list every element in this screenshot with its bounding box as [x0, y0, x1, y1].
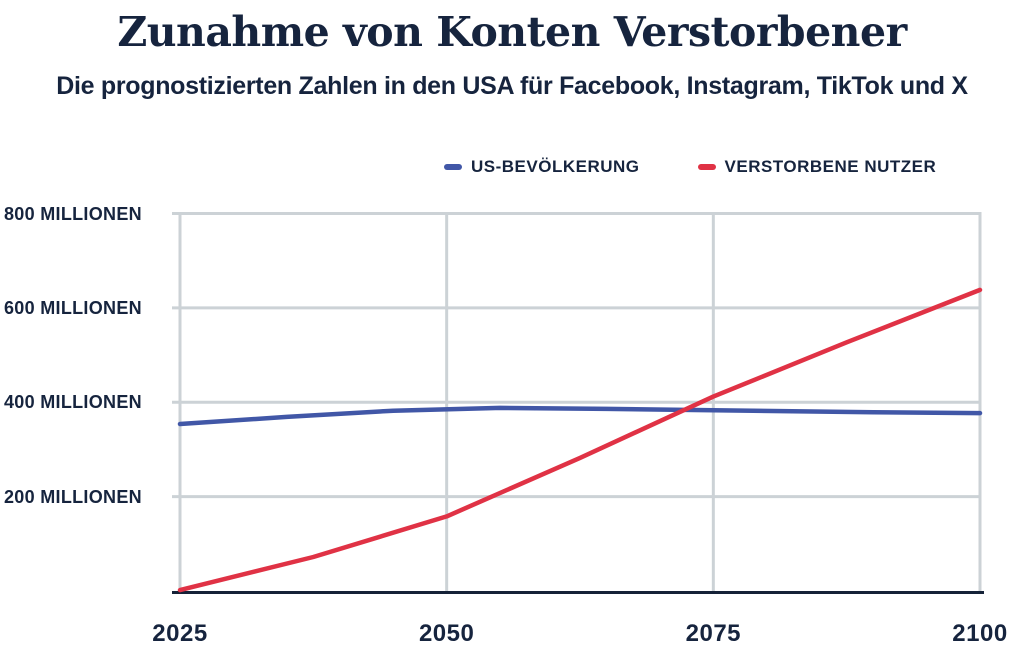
population-line-swatch-icon [444, 164, 462, 170]
y-tick-label: 600 MILLIONEN [4, 297, 142, 318]
y-tick-label: 200 MILLIONEN [4, 486, 142, 507]
legend-label-us-population: US-BEVÖLKERUNG [471, 157, 640, 176]
y-tick-label: 400 MILLIONEN [4, 392, 142, 413]
series-line-deceased-users [177, 287, 983, 593]
x-tick-label: 2100 [952, 620, 1008, 647]
series-line-us-population [177, 405, 983, 427]
x-tick-label: 2075 [685, 620, 742, 647]
legend-item-deceased-users: VERSTORBENE NUTZER [697, 157, 937, 177]
legend-item-us-population: US-BEVÖLKERUNG [444, 157, 640, 177]
deceased-line-swatch-icon [697, 164, 716, 170]
chart-legend: US-BEVÖLKERUNG VERSTORBENE NUTZER [444, 157, 936, 177]
x-tick-label: 2025 [152, 620, 208, 647]
chart-subtitle: Die prognostizierten Zahlen in den USA f… [56, 72, 968, 100]
legend-label-deceased-users: VERSTORBENE NUTZER [724, 157, 937, 176]
y-tick-label: 800 MILLIONEN [4, 203, 142, 224]
chart-title: Zunahme von Konten Verstorbener [117, 8, 907, 56]
x-tick-label: 2050 [418, 620, 475, 647]
